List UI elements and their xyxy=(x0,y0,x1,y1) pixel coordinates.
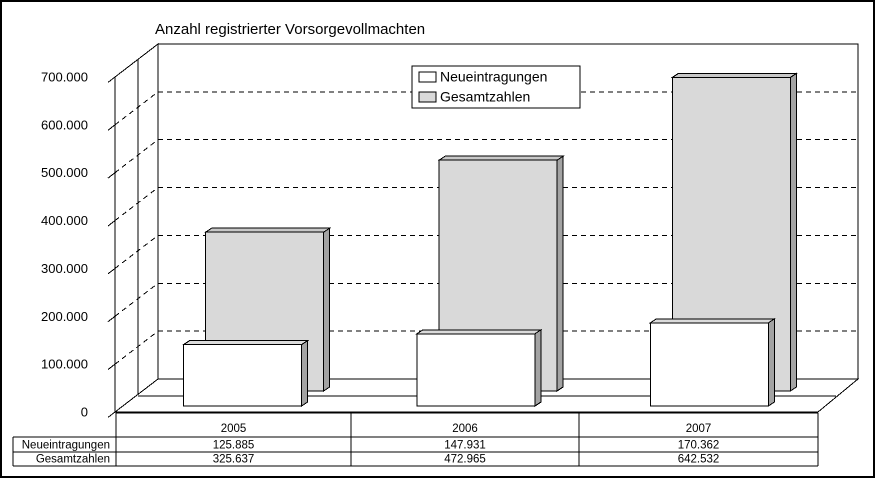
bar-neueintragungen-2005-top xyxy=(182,340,310,346)
bar-neueintragungen-2006-top xyxy=(415,329,543,335)
table-row-label: Neueintragungen xyxy=(22,440,110,452)
bar-gesamtzahlen-2007-side xyxy=(789,72,797,392)
y-axis-tick xyxy=(107,124,116,131)
bar-neueintragungen-2007-top xyxy=(648,318,776,324)
wall-gridline xyxy=(114,330,159,365)
legend-box xyxy=(411,65,581,109)
y-tick-label: 700.000 xyxy=(41,70,88,85)
wall-gridline xyxy=(114,91,159,126)
bar-neueintragungen-2006 xyxy=(416,333,536,407)
legend-label-gesamtzahlen: Gesamtzahlen xyxy=(440,89,530,105)
wall-gridline xyxy=(114,235,159,269)
y-axis: 0 100.000 200.000 300.000 400.000 500.000 600.… xyxy=(41,70,116,420)
y-tick-label: 600.000 xyxy=(41,117,88,132)
y-tick-label: 300.000 xyxy=(41,261,88,276)
table-cell-value: 125.885 xyxy=(213,440,255,452)
wall-gridline xyxy=(114,187,159,221)
y-tick-label: 400.000 xyxy=(41,213,88,228)
table-cell-value: 472.965 xyxy=(444,454,486,466)
y-axis-tick xyxy=(107,220,116,227)
y-tick-label: 100.000 xyxy=(41,357,88,372)
y-axis-tick xyxy=(107,76,116,83)
legend: Neueintragungen Gesamtzahlen xyxy=(411,65,581,109)
bar-neueintragungen-2005-side xyxy=(301,339,309,407)
wall-gridline xyxy=(114,282,159,317)
bar-neueintragungen-2005 xyxy=(183,344,303,407)
legend-swatch-neueintragungen xyxy=(418,71,437,83)
bar-gesamtzahlen-2005-top xyxy=(204,227,332,233)
y-axis-tick xyxy=(107,172,116,179)
bar-neueintragungen-2006-side xyxy=(534,328,542,407)
table-text: 2005 2006 2007 Neueintragungen 125.885 147.93… xyxy=(22,423,720,466)
table-cell-value: 325.637 xyxy=(213,454,255,466)
y-axis-tick xyxy=(107,315,116,323)
bar-gesamtzahlen-2007-top xyxy=(670,72,798,78)
y-tick-label: 500.000 xyxy=(41,165,88,180)
bar-gesamtzahlen-2006-side xyxy=(556,155,564,392)
y-axis-tick xyxy=(107,411,116,418)
bar-gesamtzahlen-2006-top xyxy=(437,155,565,161)
bar-neueintragungen-2007 xyxy=(649,322,769,407)
legend-label-neueintragungen: Neueintragungen xyxy=(440,69,547,85)
bar-neueintragungen-2007-side xyxy=(767,317,775,407)
data-table: 2005 2006 2007 Neueintragungen 125.885 147.93… xyxy=(12,412,819,467)
y-axis-tick xyxy=(107,363,116,370)
table-cell-value: 170.362 xyxy=(678,440,720,452)
wall-gridline xyxy=(114,139,159,174)
left-wall xyxy=(114,42,159,414)
category-label: 2005 xyxy=(221,423,247,435)
category-label: 2006 xyxy=(452,423,478,435)
y-axis-tick xyxy=(107,268,116,275)
table-cell-value: 642.532 xyxy=(678,454,720,466)
chart-title: Anzahl registrierter Vorsorgevollmachten xyxy=(155,21,425,38)
category-label: 2007 xyxy=(686,423,712,435)
legend-swatch-gesamtzahlen xyxy=(418,91,437,103)
y-tick-label: 0 xyxy=(81,405,88,420)
table-cell-value: 147.931 xyxy=(444,440,486,452)
table-row-label: Gesamtzahlen xyxy=(36,454,110,466)
bar-gesamtzahlen-2005-side xyxy=(323,227,331,392)
y-tick-label: 200.000 xyxy=(41,309,88,324)
bars xyxy=(182,72,798,407)
gridlines xyxy=(114,91,858,365)
